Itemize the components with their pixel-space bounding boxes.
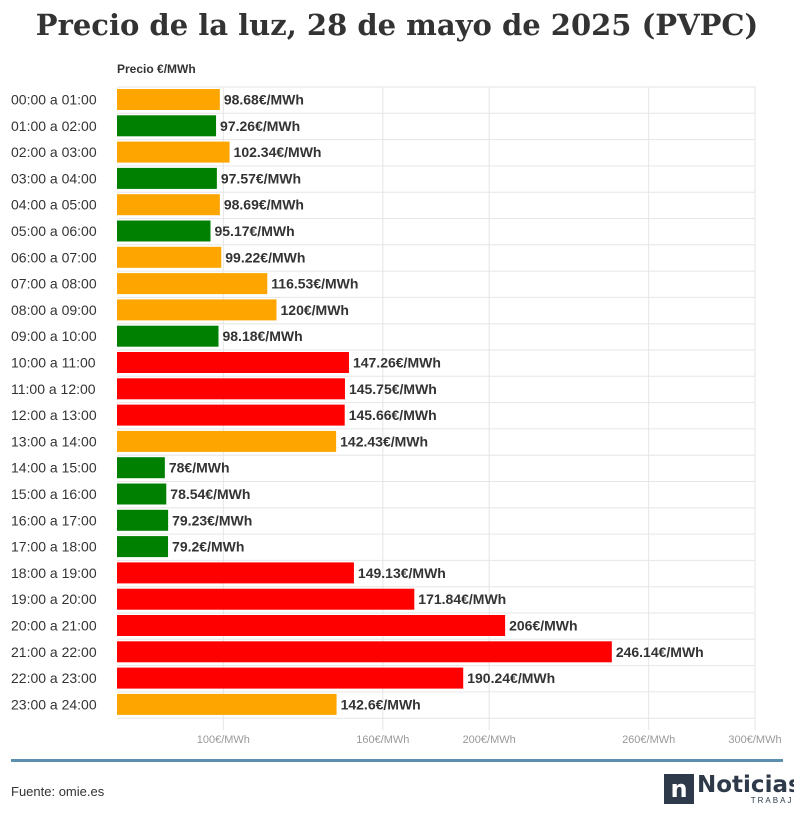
category-label: 22:00 a 23:00 (11, 670, 97, 686)
source-note: Fuente: omie.es (11, 784, 105, 799)
value-label: 102.34€/MWh (234, 144, 322, 160)
bar (117, 115, 217, 137)
bar (117, 509, 169, 531)
category-label: 07:00 a 08:00 (11, 276, 97, 292)
category-label: 01:00 a 02:00 (11, 118, 97, 134)
value-label: 98.69€/MWh (224, 197, 304, 213)
category-label: 10:00 a 11:00 (11, 355, 96, 371)
value-label: 145.66€/MWh (349, 407, 437, 423)
bar (117, 588, 415, 610)
bar-chart: 100€/MWh 160€/MWh 200€/MWh 260€/MWh 300€/MWh… (11, 86, 782, 746)
bar (117, 483, 167, 505)
bar (117, 299, 277, 321)
category-label: 21:00 a 22:00 (11, 644, 97, 660)
bar (117, 615, 506, 636)
x-tick-label: 160€/MWh (356, 734, 409, 746)
category-label: 08:00 a 09:00 (11, 302, 97, 318)
value-label: 78.54€/MWh (170, 486, 250, 502)
x-tick-label: 100€/MWh (197, 734, 250, 746)
category-label: 11:00 a 12:00 (11, 381, 96, 397)
category-label: 03:00 a 04:00 (11, 170, 97, 186)
bar (117, 562, 354, 584)
category-label: 17:00 a 18:00 (11, 539, 97, 555)
bar (117, 536, 169, 558)
value-label: 116.53€/MWh (271, 276, 358, 292)
footer-divider (11, 759, 783, 762)
category-label: 15:00 a 16:00 (11, 486, 97, 502)
bar (117, 273, 268, 295)
bar (117, 404, 345, 426)
category-label: 06:00 a 07:00 (11, 249, 97, 265)
value-label: 79.23€/MWh (172, 512, 252, 528)
logo-name: Noticias (697, 771, 794, 798)
category-label: 16:00 a 17:00 (11, 512, 97, 528)
brand-logo: n Noticias TRABAJO (664, 772, 794, 806)
bar (117, 641, 612, 663)
value-label: 98.18€/MWh (222, 328, 302, 344)
value-label: 147.26€/MWh (353, 355, 441, 371)
bar (117, 246, 222, 268)
value-label: 246.14€/MWh (616, 644, 704, 660)
value-label: 79.2€/MWh (172, 539, 244, 555)
category-label: 18:00 a 19:00 (11, 565, 97, 581)
bar (117, 167, 217, 189)
value-label: 145.75€/MWh (349, 381, 437, 397)
logo-wordmark: Noticias TRABAJO (697, 771, 794, 805)
bar (117, 378, 345, 400)
value-label: 206€/MWh (509, 618, 577, 634)
value-label: 78€/MWh (169, 460, 230, 476)
value-label: 142.43€/MWh (340, 433, 428, 449)
value-label: 149.13€/MWh (358, 565, 446, 581)
category-label: 00:00 a 01:00 (11, 92, 97, 108)
value-label: 95.17€/MWh (214, 223, 294, 239)
value-label: 98.68€/MWh (224, 92, 304, 108)
value-label: 120€/MWh (281, 302, 349, 318)
x-tick-label: 300€/MWh (728, 734, 781, 746)
bar (117, 667, 464, 689)
bar (117, 220, 211, 242)
noticias-trabajo-logo-icon: n (664, 774, 694, 804)
bar (117, 430, 337, 452)
category-label: 04:00 a 05:00 (11, 197, 97, 213)
category-label: 23:00 a 24:00 (11, 696, 97, 712)
category-label: 14:00 a 15:00 (11, 460, 97, 476)
bar (117, 89, 220, 110)
x-tick-label: 200€/MWh (463, 734, 516, 746)
bar (117, 325, 219, 347)
value-label: 97.26€/MWh (220, 118, 300, 134)
logo-subtitle: TRABAJO (750, 795, 794, 805)
category-label: 19:00 a 20:00 (11, 591, 97, 607)
category-label: 20:00 a 21:00 (11, 618, 97, 634)
chart-title: Precio de la luz, 28 de mayo de 2025 (PV… (35, 8, 759, 42)
category-label: 02:00 a 03:00 (11, 144, 97, 160)
y-axis-label: Precio €/MWh (117, 62, 196, 76)
bar (117, 693, 337, 715)
value-label: 190.24€/MWh (467, 670, 555, 686)
value-label: 99.22€/MWh (225, 249, 305, 265)
value-label: 142.6€/MWh (341, 696, 421, 712)
category-label: 09:00 a 10:00 (11, 328, 97, 344)
x-tick-label: 260€/MWh (622, 734, 675, 746)
bar (117, 457, 165, 479)
value-label: 171.84€/MWh (418, 591, 506, 607)
category-label: 12:00 a 13:00 (11, 407, 97, 423)
category-label: 13:00 a 14:00 (11, 433, 97, 449)
category-label: 05:00 a 06:00 (11, 223, 97, 239)
value-label: 97.57€/MWh (221, 170, 301, 186)
bar (117, 352, 349, 373)
bar (117, 194, 220, 216)
bar (117, 141, 230, 163)
